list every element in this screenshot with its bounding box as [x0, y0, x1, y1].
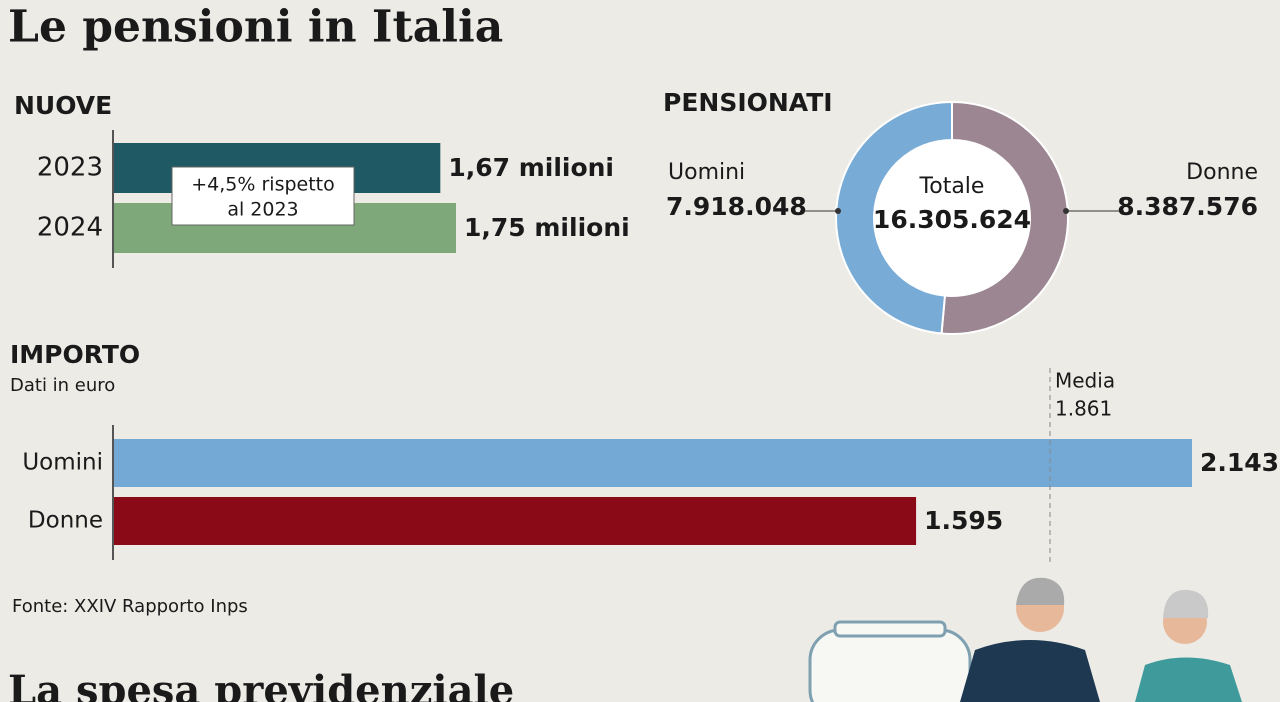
annotation: al 2023	[227, 199, 298, 221]
section-title: La spesa previdenziale	[8, 667, 514, 702]
chart-title: IMPORTO	[10, 340, 140, 369]
reference-label: 1.861	[1055, 397, 1112, 421]
category-label: 2023	[37, 153, 103, 183]
value-label: 1.595	[924, 506, 1003, 535]
center-label: Totale	[919, 174, 985, 199]
chart-subtitle: Dati in euro	[10, 375, 115, 396]
value-label: 7.918.048	[666, 192, 807, 221]
value-label: 8.387.576	[1117, 192, 1258, 221]
page-title: Le pensioni in Italia	[8, 2, 503, 53]
chart-title: PENSIONATI	[663, 88, 833, 117]
bar	[113, 497, 917, 545]
annotation-box	[171, 166, 355, 226]
donut-hole	[874, 140, 1030, 296]
reference-name: Media	[1055, 369, 1115, 393]
value-label: 2.143	[1200, 448, 1279, 477]
category-label: Donne	[1186, 160, 1258, 185]
category-label: Donne	[28, 508, 103, 534]
total-label: 16.305.624	[873, 205, 1031, 234]
illustration	[808, 577, 1242, 702]
category-label: Uomini	[22, 450, 103, 476]
source: Fonte: XXIV Rapporto Inps	[12, 596, 248, 617]
value-label: 1,67 milioni	[448, 153, 614, 182]
value-label: 1,75 milioni	[464, 213, 630, 242]
annotation: +4,5% rispetto	[191, 174, 335, 196]
category-label: Uomini	[668, 160, 745, 185]
category-label: 2024	[37, 213, 103, 243]
leader-dot	[1063, 208, 1069, 214]
bar	[113, 439, 1192, 487]
chart-title: NUOVE	[14, 91, 112, 120]
leader-dot	[835, 208, 841, 214]
